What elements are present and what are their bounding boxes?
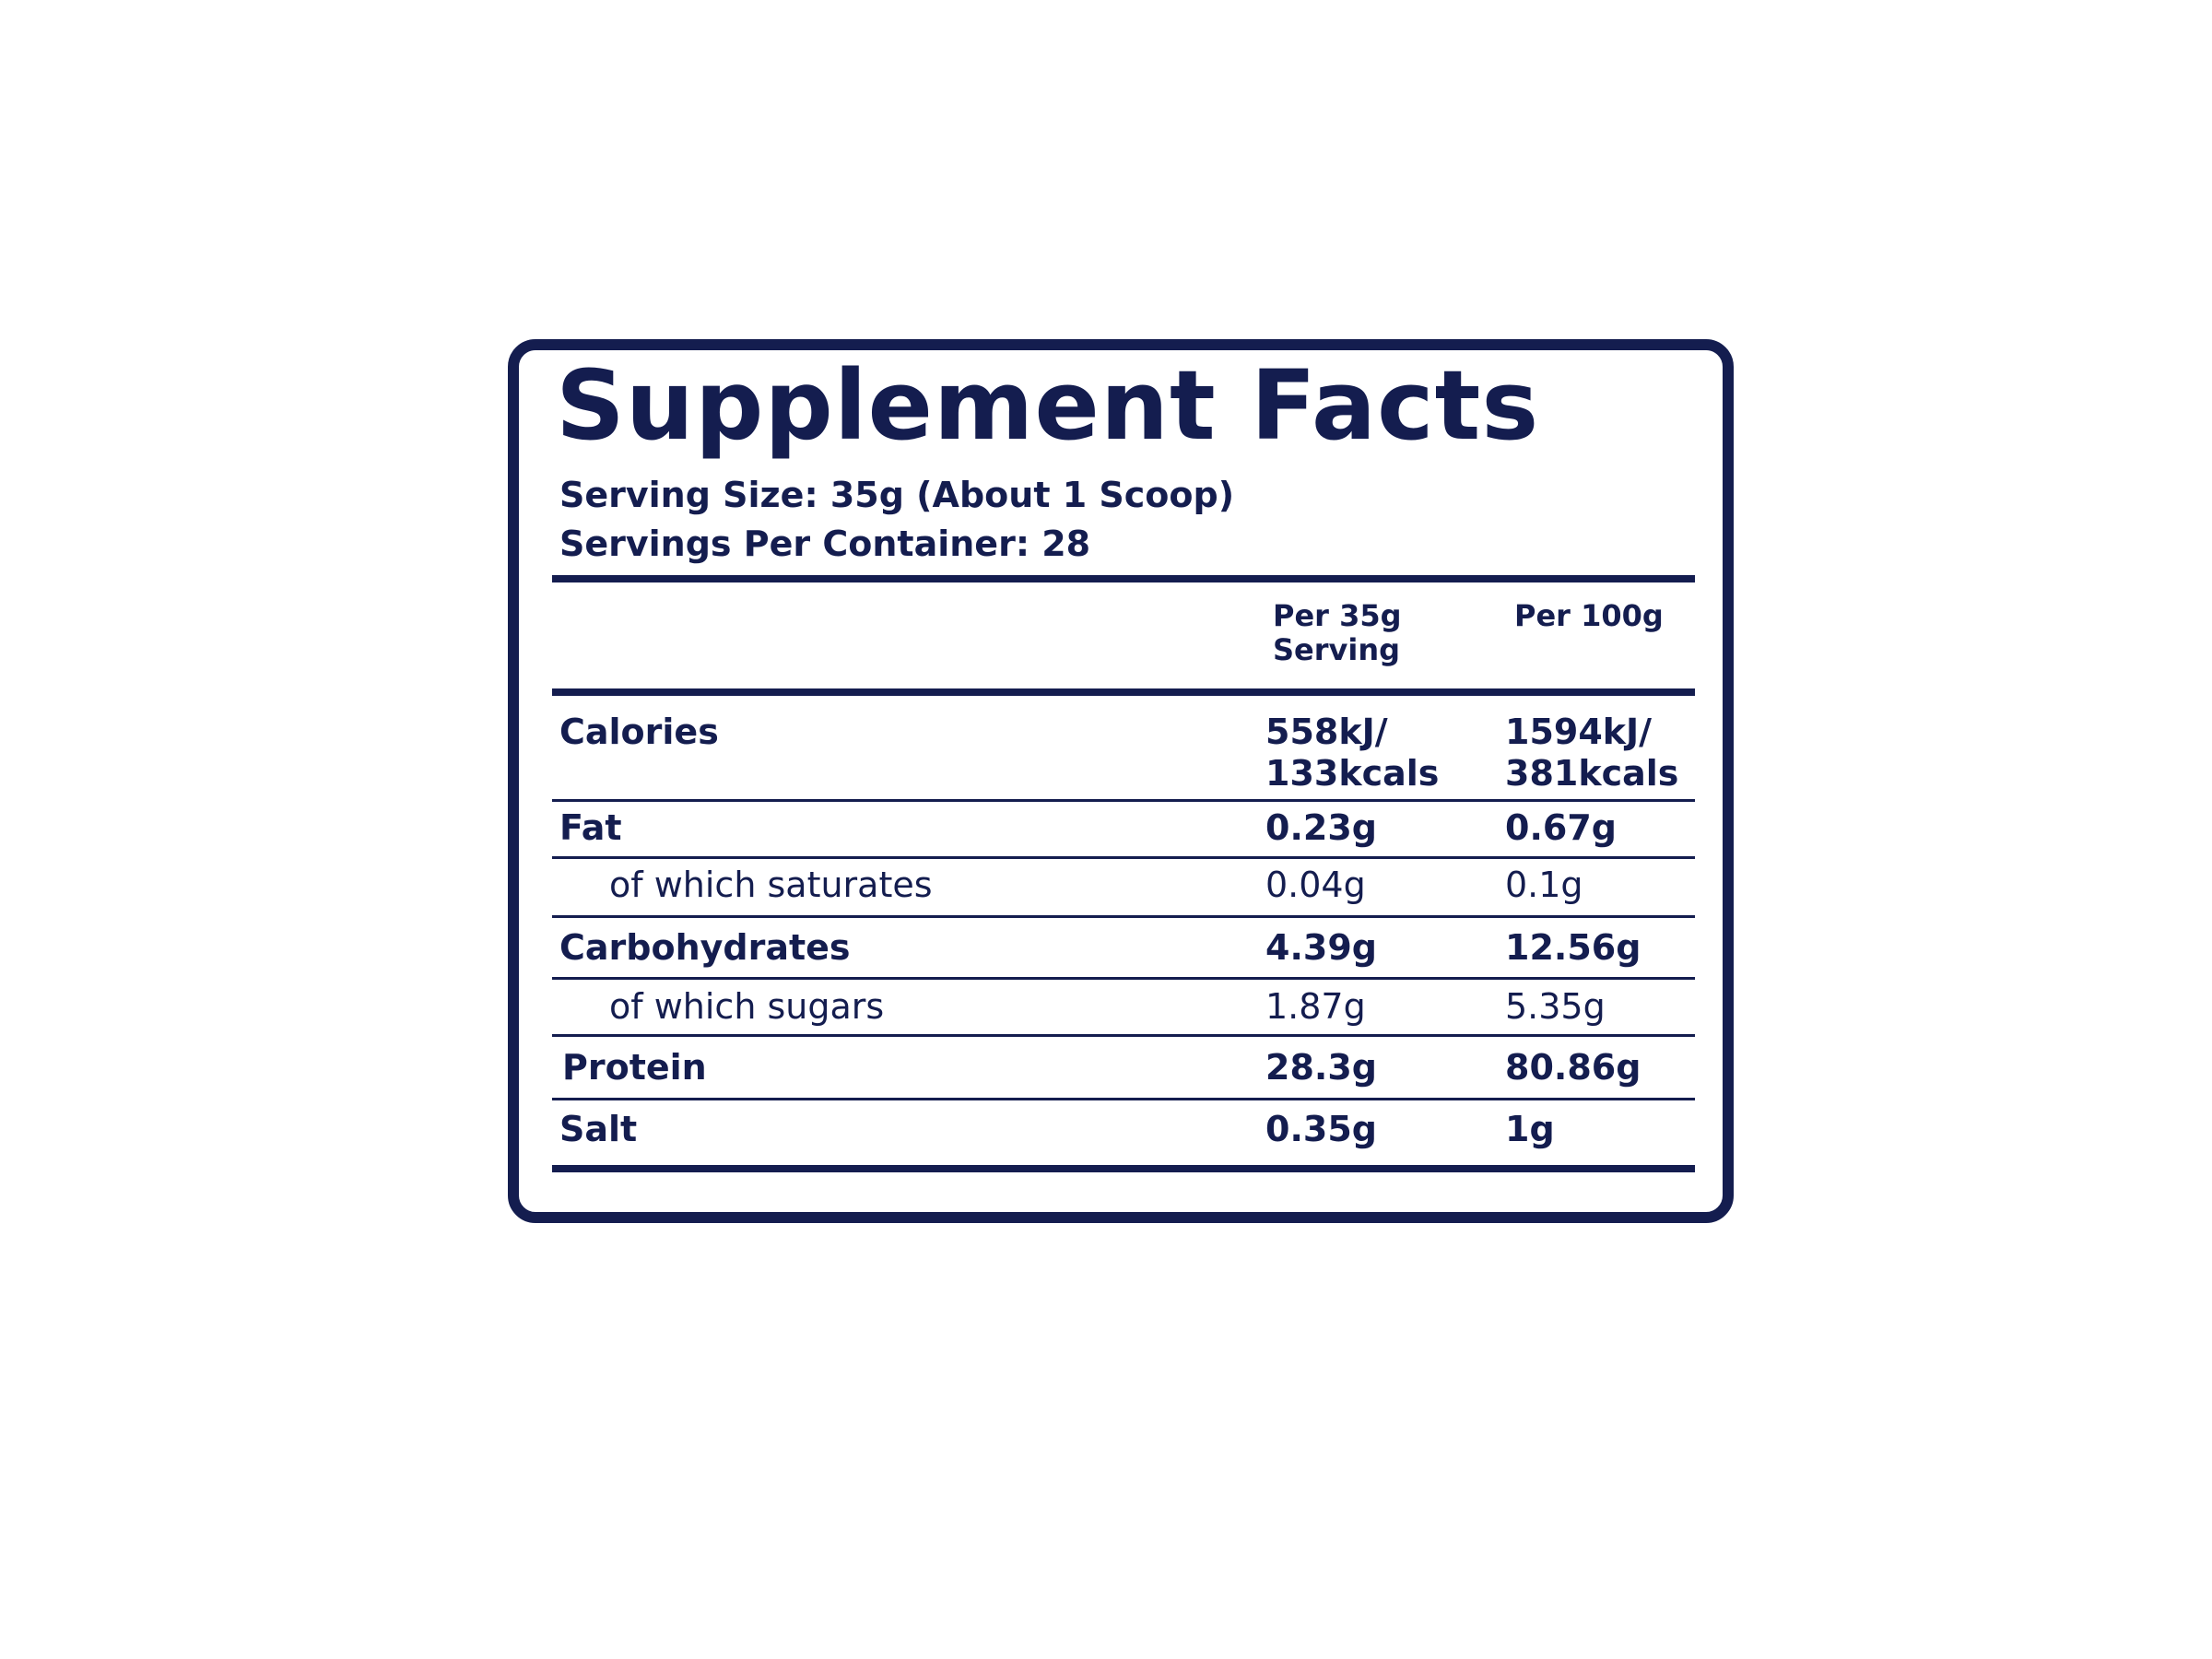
column-header-per-serving-line2: Serving — [1273, 632, 1401, 667]
divider-thick — [552, 688, 1695, 696]
row-label-calories: Calories — [559, 712, 719, 752]
divider-thin — [552, 977, 1695, 980]
column-header-per-serving: Per 35g Serving — [1273, 599, 1402, 667]
row-label-salt: Salt — [559, 1109, 638, 1149]
divider-thin — [552, 799, 1695, 802]
row-label-fat: Fat — [559, 807, 622, 848]
divider-thin — [552, 915, 1695, 918]
fat-per-serving: 0.23g — [1265, 807, 1377, 848]
carbohydrates-per-100g: 12.56g — [1505, 927, 1641, 968]
calories-per-100g: 1594kJ/ 381kcals — [1505, 712, 1678, 794]
calories-per-serving-kj: 558kJ/ — [1265, 712, 1388, 752]
serving-size: Serving Size: 35g (About 1 Scoop) — [559, 475, 1235, 515]
supplement-facts-panel — [508, 339, 1734, 1223]
protein-per-100g: 80.86g — [1505, 1047, 1641, 1088]
protein-per-serving: 28.3g — [1265, 1047, 1377, 1088]
salt-per-100g: 1g — [1505, 1109, 1555, 1149]
row-label-protein: Protein — [562, 1047, 707, 1088]
column-header-per-100g: Per 100g — [1514, 598, 1664, 633]
salt-per-serving: 0.35g — [1265, 1109, 1377, 1149]
calories-per-serving-kcal: 133kcals — [1265, 753, 1440, 794]
servings-per-container: Servings Per Container: 28 — [559, 524, 1091, 564]
divider-thin — [552, 1098, 1695, 1100]
row-label-sugars: of which sugars — [609, 986, 885, 1027]
calories-per-100g-kcal: 381kcals — [1505, 753, 1679, 794]
saturates-per-serving: 0.04g — [1265, 865, 1366, 905]
sugars-per-serving: 1.87g — [1265, 986, 1366, 1027]
column-header-per-serving-line1: Per 35g — [1273, 598, 1402, 633]
sugars-per-100g: 5.35g — [1505, 986, 1606, 1027]
divider-thick — [552, 575, 1695, 582]
carbohydrates-per-serving: 4.39g — [1265, 927, 1377, 968]
saturates-per-100g: 0.1g — [1505, 865, 1583, 905]
row-label-carbohydrates: Carbohydrates — [559, 927, 851, 968]
label-title: Supplement Facts — [556, 349, 1540, 462]
calories-per-serving: 558kJ/ 133kcals — [1265, 712, 1439, 794]
fat-per-100g: 0.67g — [1505, 807, 1617, 848]
divider-thick — [552, 1165, 1695, 1172]
row-label-saturates: of which saturates — [609, 865, 933, 905]
calories-per-100g-kj: 1594kJ/ — [1505, 712, 1653, 752]
divider-thin — [552, 1034, 1695, 1037]
divider-thin — [552, 856, 1695, 859]
